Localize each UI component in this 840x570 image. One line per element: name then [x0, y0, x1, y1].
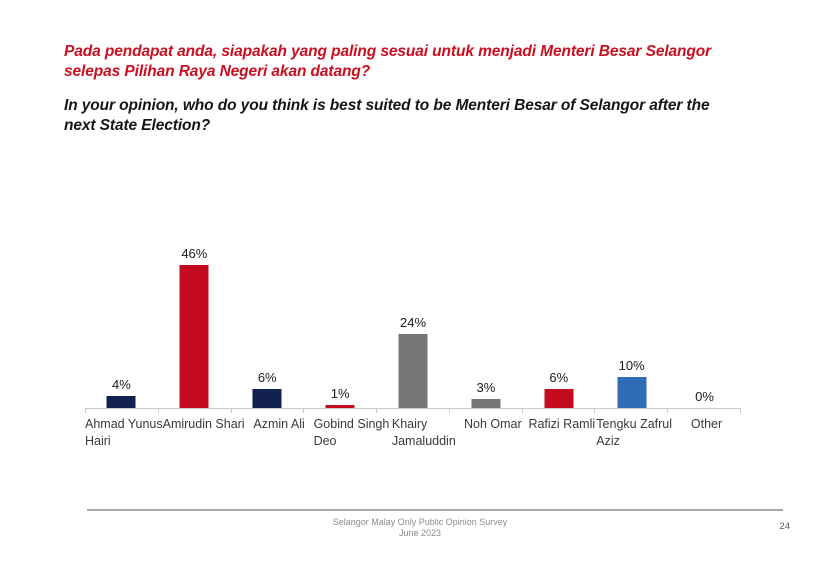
question-title-malay-line2: selepas Pilihan Raya Negeri akan datang? [64, 63, 371, 80]
category-label-line: Ahmad Yunus [85, 417, 163, 431]
bar [325, 404, 355, 408]
chart-plot-area: 4% 46% 6% 1% 24% 3% 6% 10% 0% [85, 246, 741, 409]
bar [179, 265, 209, 408]
bar [252, 389, 282, 408]
axis-tick-cell [521, 409, 595, 413]
axis-tick-cell [594, 409, 667, 413]
category-label-cell: Khairy Jamaluddin [389, 416, 458, 450]
chart-column: 4% [85, 250, 158, 408]
question-title-malay: Pada pendapat anda, siapakah yang paling… [64, 42, 711, 82]
axis-tick-cell [85, 409, 158, 413]
footer-caption: Selangor Malay Only Public Opinion Surve… [0, 517, 840, 539]
page-number: 24 [779, 521, 790, 532]
footer-caption-line1: Selangor Malay Only Public Opinion Surve… [332, 517, 508, 527]
axis-tick-cell [230, 409, 304, 413]
category-label-line: Rafizi Ramli [528, 417, 596, 431]
category-label-line: Khairy [391, 417, 428, 431]
bar [617, 377, 647, 408]
bar-value-label: 10% [618, 358, 645, 373]
axis-tick-cell [157, 409, 231, 413]
category-label: Amirudin Shari [163, 416, 245, 450]
category-label-line: Amirudin Shari [162, 417, 245, 431]
bar-chart: 4% 46% 6% 1% 24% 3% 6% 10% 0% Ahmad Yunus Hairi Am… [85, 246, 742, 450]
bar-value-label: 0% [695, 389, 714, 404]
bar [106, 395, 136, 408]
category-label-cell: Amirudin Shari [163, 416, 245, 450]
bar [544, 389, 574, 408]
chart-column: 24% [377, 250, 450, 408]
category-label: Tengku Zafrul Aziz [596, 416, 672, 450]
category-label-line: Tengku Zafrul [596, 417, 673, 431]
category-label-line: Aziz [596, 434, 620, 448]
bar-value-label: 6% [257, 370, 277, 386]
chart-column: 6% [231, 250, 304, 408]
category-label-cell: Rafizi Ramli [527, 416, 596, 450]
category-label-line: Gobind Singh [313, 417, 390, 431]
bar-value-label: 46% [181, 246, 208, 262]
bar-value-label: 3% [476, 379, 496, 395]
bar-value-label: 1% [330, 385, 350, 401]
axis-tick-cell [376, 409, 449, 413]
chart-column: 1% [304, 250, 377, 408]
bar-value-label: 6% [549, 370, 569, 386]
chart-column: 46% [158, 246, 231, 408]
question-title-english-line1: In your opinion, who do you think is bes… [64, 97, 710, 114]
chart-category-labels: Ahmad Yunus Hairi Amirudin Shari Azmin Ali G… [85, 416, 741, 450]
category-label: Other [691, 416, 722, 450]
axis-tick-cell [303, 409, 376, 413]
axis-tick-cell [667, 409, 742, 413]
footer-divider-line [87, 509, 783, 511]
chart-column: 10% [595, 250, 668, 408]
question-title-english-line2: next State Election? [64, 117, 211, 134]
axis-tick-cell [448, 409, 522, 413]
question-title-malay-line1: Pada pendapat anda, siapakah yang paling… [64, 43, 712, 60]
category-label-cell: Noh Omar [458, 416, 527, 450]
category-label-line: Other [690, 417, 723, 431]
chart-column: 3% [449, 250, 522, 408]
chart-column: 6% [522, 250, 595, 408]
category-label: Khairy Jamaluddin [392, 416, 456, 450]
category-label-line: Azmin Ali [253, 417, 305, 431]
category-label: Azmin Ali [253, 416, 304, 450]
category-label-line: Deo [313, 434, 337, 448]
chart-axis-ticks [85, 409, 742, 413]
category-label: Gobind Singh Deo [314, 416, 390, 450]
bar-value-label: 4% [112, 376, 131, 392]
bar [398, 333, 428, 408]
category-label-line: Noh Omar [463, 417, 522, 431]
category-label-cell: Azmin Ali [245, 416, 314, 450]
chart-column: 0% [668, 250, 741, 408]
category-label-cell: Tengku Zafrul Aziz [596, 416, 672, 450]
category-label: Rafizi Ramli [528, 416, 595, 450]
bar-value-label: 24% [399, 314, 427, 330]
category-label-cell: Ahmad Yunus Hairi [85, 416, 163, 450]
category-label-line: Hairi [85, 434, 111, 448]
bar [471, 398, 501, 408]
question-title-english: In your opinion, who do you think is bes… [64, 96, 710, 136]
category-label: Noh Omar [464, 416, 522, 450]
category-label-cell: Other [672, 416, 741, 450]
category-label-cell: Gobind Singh Deo [314, 416, 390, 450]
footer-caption-line2: June 2023 [398, 528, 442, 538]
category-label: Ahmad Yunus Hairi [85, 416, 163, 450]
category-label-line: Jamaluddin [391, 434, 456, 448]
